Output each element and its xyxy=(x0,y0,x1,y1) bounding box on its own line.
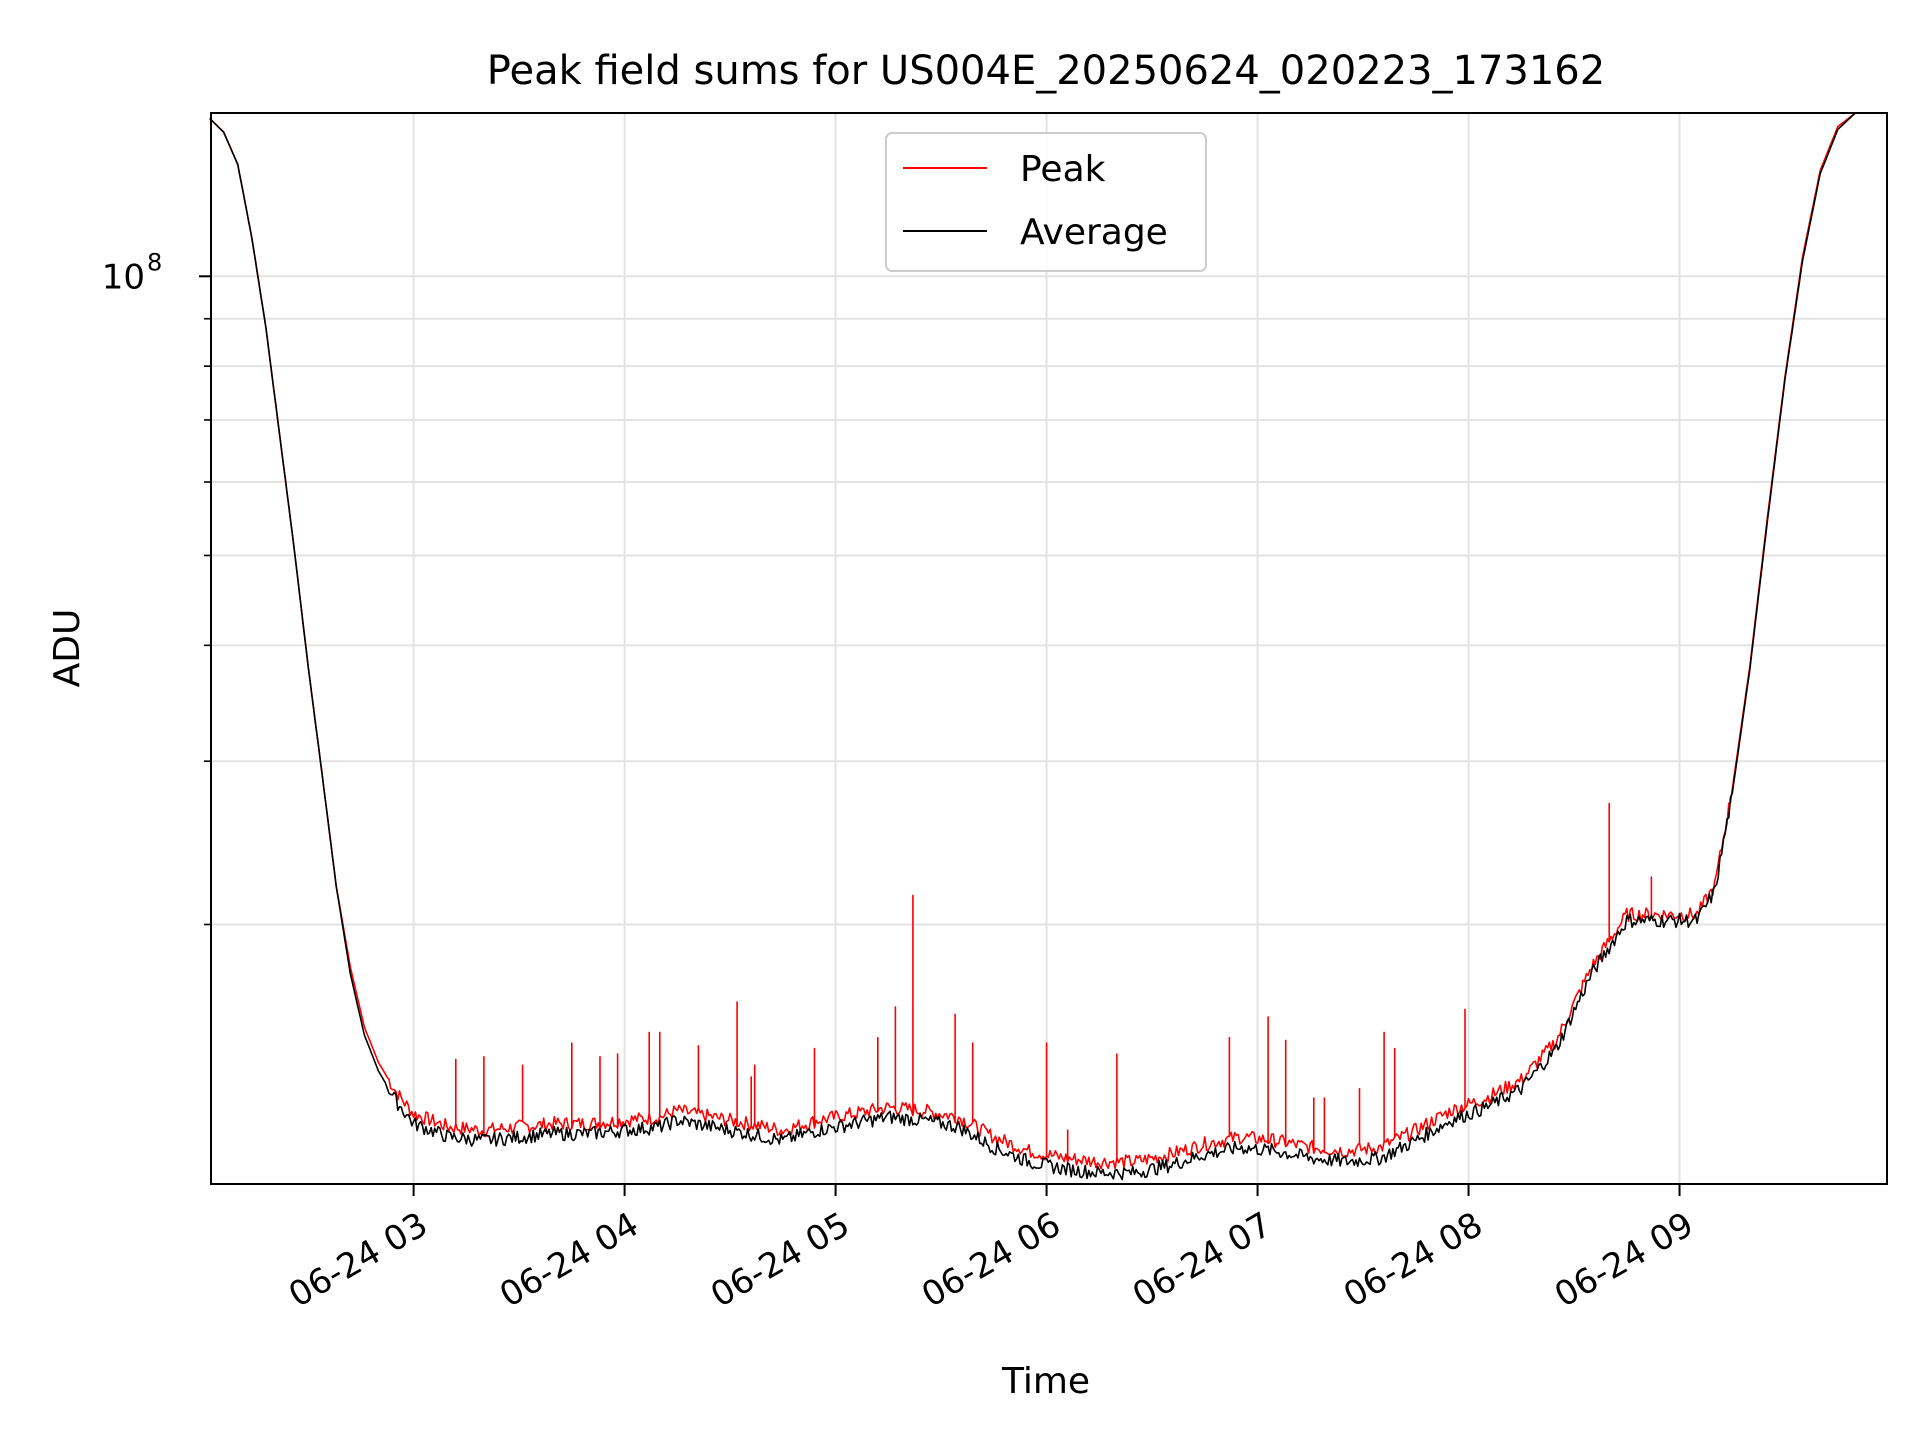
series-line-average xyxy=(209,112,1887,1181)
grid xyxy=(211,113,1887,1184)
plot-lines xyxy=(209,112,1887,1181)
y-tick-label-exponent: 8 xyxy=(147,248,162,276)
y-axis-label: ADU xyxy=(47,609,88,688)
legend: Peak Average xyxy=(885,132,1207,272)
plot-frame xyxy=(210,112,1888,1185)
y-tick-label-base: 10 xyxy=(102,257,145,297)
series-line-peak xyxy=(209,112,1887,1170)
legend-label-average: Average xyxy=(1020,212,1168,253)
x-axis-label: Time xyxy=(1001,1361,1090,1402)
chart-title: Peak field sums for US004E_20250624_0202… xyxy=(487,48,1605,94)
legend-label-peak: Peak xyxy=(1020,149,1106,190)
